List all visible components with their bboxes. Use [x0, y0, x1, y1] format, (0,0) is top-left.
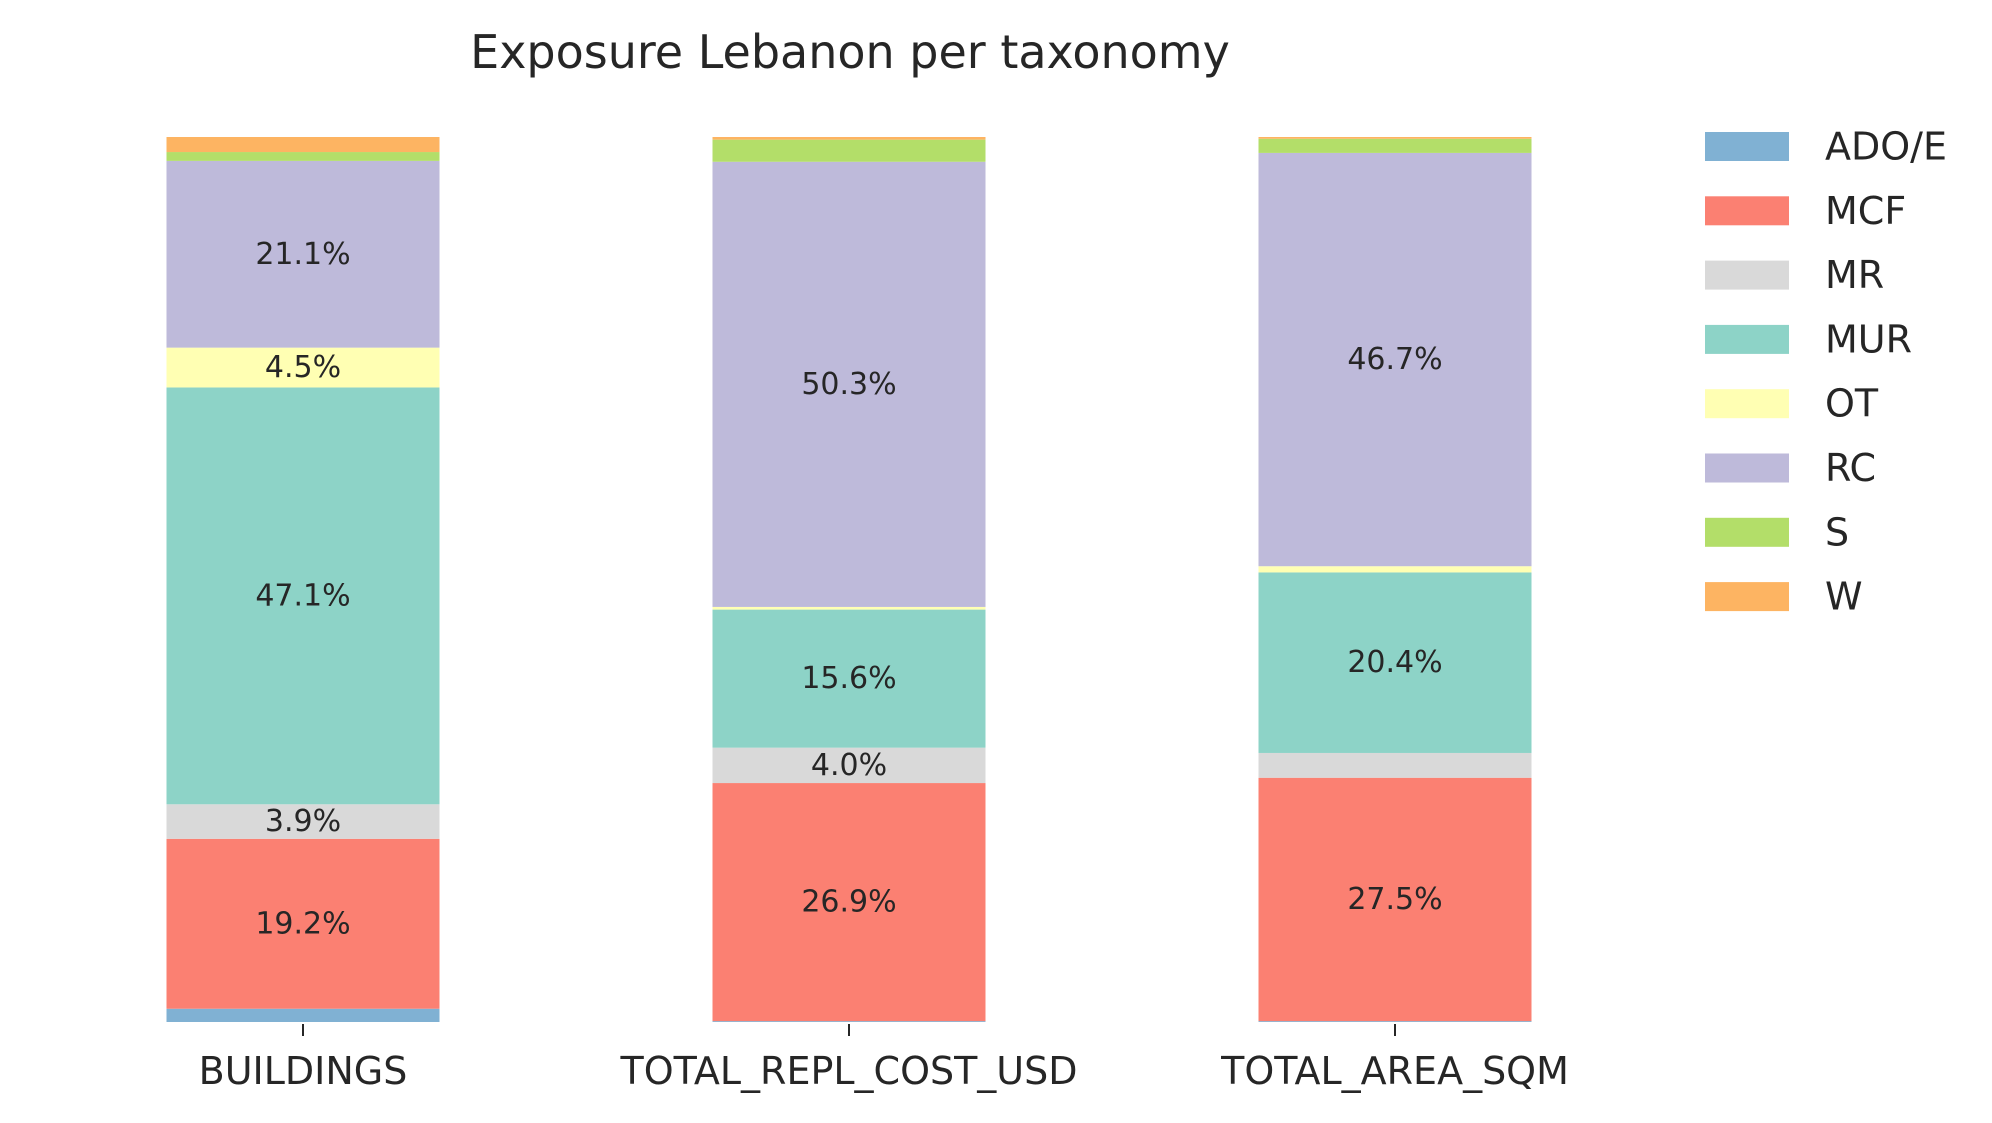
data-label-total-area-sqm-mur: 20.4%	[1347, 645, 1442, 680]
bar-segment-total-area-sqm-rc	[1258, 152, 1532, 567]
x-tick-label-total-repl-cost-usd: TOTAL_REPL_COST_USD	[619, 1049, 1077, 1093]
legend-label-w: W	[1825, 575, 1863, 619]
legend-item-w: W	[1705, 575, 1863, 619]
bar-segment-total-repl-cost-usd-w	[712, 137, 986, 140]
x-tick-label-total-area-sqm: TOTAL_AREA_SQM	[1220, 1049, 1569, 1093]
bar-segment-total-area-sqm-mr	[1258, 752, 1532, 778]
legend-swatch-mcf	[1705, 196, 1789, 226]
legend-swatch-mr	[1705, 260, 1789, 290]
legend-label-rc: RC	[1825, 446, 1876, 490]
legend-swatch-ot	[1705, 389, 1789, 419]
bar-segment-buildings-s	[166, 152, 440, 161]
bar-segment-total-repl-cost-usd-mr	[712, 747, 986, 784]
legend-item-mr: MR	[1705, 253, 1884, 297]
data-label-total-repl-cost-usd-mr: 4.0%	[811, 748, 887, 783]
bar-segment-total-area-sqm-ado-e	[1258, 1021, 1532, 1022]
legend-item-s: S	[1705, 510, 1849, 554]
legend: ADO/E MCF MR MUR OT RC SW	[1705, 125, 1947, 619]
bar-segment-total-repl-cost-usd-rc	[712, 161, 986, 607]
x-axis: BUILDINGS TOTAL_REPL_COST_USD TOTAL_AREA_S…	[199, 1024, 1569, 1093]
bar-segment-total-repl-cost-usd-s	[712, 139, 986, 162]
legend-label-mcf: MCF	[1825, 189, 1906, 233]
data-label-buildings-mr: 3.9%	[265, 804, 341, 839]
data-label-total-area-sqm-mcf: 27.5%	[1347, 882, 1442, 917]
data-label-total-repl-cost-usd-mcf: 26.9%	[801, 885, 896, 920]
bar-segment-buildings-rc	[166, 160, 440, 348]
legend-swatch-ado-e	[1705, 132, 1789, 161]
legend-label-ot: OT	[1825, 382, 1879, 426]
bar-segment-buildings-mcf	[166, 838, 440, 1009]
bar-segment-total-repl-cost-usd-ado-e	[712, 1021, 986, 1022]
legend-swatch-s	[1705, 517, 1789, 547]
legend-label-ado-e: ADO/E	[1825, 125, 1947, 169]
legend-swatch-rc	[1705, 453, 1789, 483]
data-label-total-repl-cost-usd-mur: 15.6%	[801, 661, 896, 696]
data-label-buildings-rc: 21.1%	[255, 237, 350, 272]
bar-segment-buildings-mur	[166, 387, 440, 805]
legend-label-mr: MR	[1825, 253, 1884, 297]
legend-swatch-mur	[1705, 324, 1789, 354]
data-labels-layer: 19.2% 3.9% 47.1% 4.5% 21.1% 26.9% 4.0% 15.6% 50.…	[255, 237, 1442, 942]
bar-segment-total-repl-cost-usd-mcf	[712, 783, 986, 1022]
bar-segment-buildings-ado-e	[166, 1008, 440, 1022]
legend-item-mcf: MCF	[1705, 189, 1906, 233]
bars-layer	[166, 137, 1532, 1022]
legend-item-mur: MUR	[1705, 317, 1912, 361]
data-label-buildings-mcf: 19.2%	[255, 906, 350, 941]
bar-segment-total-area-sqm-s	[1258, 138, 1532, 153]
bar-segment-buildings-w	[166, 137, 440, 153]
chart-title: Exposure Lebanon per taxonomy	[470, 25, 1230, 79]
bar-segment-buildings-ot	[166, 347, 440, 388]
x-tick-label-buildings: BUILDINGS	[199, 1049, 408, 1093]
bar-segment-buildings-mr	[166, 804, 440, 839]
legend-swatch-w	[1705, 582, 1789, 612]
legend-item-rc: RC	[1705, 446, 1876, 490]
legend-item-ot: OT	[1705, 382, 1879, 426]
data-label-total-area-sqm-rc: 46.7%	[1347, 342, 1442, 377]
legend-label-mur: MUR	[1825, 317, 1912, 361]
bar-segment-total-area-sqm-mur	[1258, 572, 1532, 753]
bar-segment-total-area-sqm-ot	[1258, 566, 1532, 573]
legend-label-s: S	[1825, 510, 1849, 554]
legend-item-ado-e: ADO/E	[1705, 125, 1947, 169]
bar-segment-total-area-sqm-mcf	[1258, 777, 1532, 1022]
data-label-buildings-mur: 47.1%	[255, 578, 350, 613]
data-label-total-repl-cost-usd-rc: 50.3%	[801, 367, 896, 402]
bar-segment-total-area-sqm-w	[1258, 137, 1532, 139]
bar-segment-total-repl-cost-usd-ot	[712, 606, 986, 610]
data-label-buildings-ot: 4.5%	[265, 350, 341, 385]
bar-segment-total-repl-cost-usd-mur	[712, 609, 986, 748]
